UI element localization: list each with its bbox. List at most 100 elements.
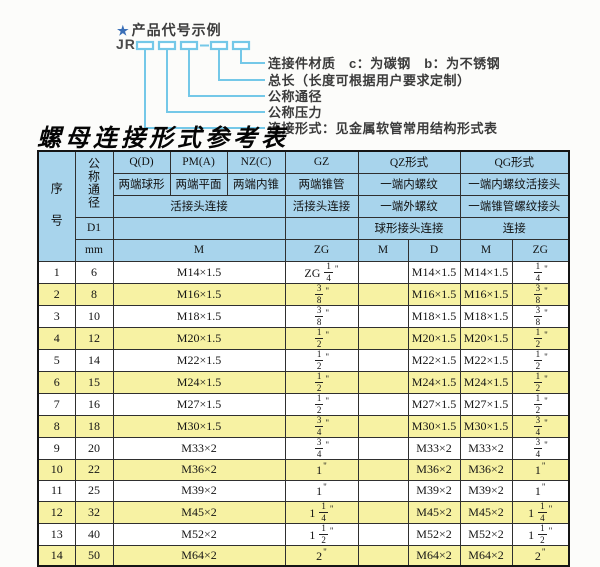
qz-m-cell bbox=[357, 282, 409, 306]
qg-m-cell: M39×2 bbox=[459, 479, 513, 502]
zg-thread-cell: 1 1 4 " bbox=[284, 500, 359, 524]
qz-d-cell: M22×1.5 bbox=[407, 348, 461, 372]
reference-table: 序号 公称通径 Q(D) PM(A) NZ(C) GZ QZ形式 QG形式 两端… bbox=[37, 150, 570, 567]
zg-thread-cell: 1 2 " bbox=[284, 348, 359, 372]
code-box bbox=[209, 40, 229, 51]
zg-thread-cell: 1" bbox=[284, 479, 359, 502]
qz-d-cell: M14×1.5 bbox=[407, 260, 461, 284]
qz-d-cell: M33×2 bbox=[407, 436, 461, 460]
diameter-cell: 15 bbox=[74, 370, 114, 394]
zg-thread-cell: 3 8 " bbox=[284, 304, 359, 328]
zg-thread-cell: ZG 1 4 " bbox=[284, 260, 359, 284]
qz-d-cell: M45×2 bbox=[407, 500, 461, 524]
qg-m-cell: M52×2 bbox=[459, 522, 513, 546]
qg-zg-cell: 1 1 2 " bbox=[511, 522, 570, 546]
diameter-cell: 8 bbox=[74, 282, 114, 306]
zg-thread-cell: 1" bbox=[284, 458, 359, 481]
qz-d-cell: M24×1.5 bbox=[407, 370, 461, 394]
product-code-diagram bbox=[135, 40, 265, 129]
qz-m-cell bbox=[357, 304, 409, 328]
table-row: 8 18 M30×1.5 3 4 " M30×1.5 M30×1.5 3 4 " bbox=[37, 414, 570, 438]
qg-zg-cell: 1 2 " bbox=[511, 370, 570, 394]
qz-m-cell bbox=[357, 500, 409, 524]
qz-d-cell: M27×1.5 bbox=[407, 392, 461, 416]
qz-m-cell bbox=[357, 479, 409, 502]
header-union-connection: 活接头连接 bbox=[112, 194, 286, 218]
diameter-cell: 22 bbox=[74, 458, 114, 481]
qg-m-cell: M33×2 bbox=[459, 436, 513, 460]
m-thread-cell: M36×2 bbox=[112, 458, 286, 481]
code-box bbox=[135, 40, 155, 51]
header-zg: ZG bbox=[284, 238, 359, 262]
serial-cell: 7 bbox=[37, 392, 76, 416]
header-qz-type: 一端内螺纹 bbox=[357, 172, 461, 196]
qz-m-cell bbox=[357, 414, 409, 438]
diagram-title-text: 产品代号示例 bbox=[131, 22, 222, 38]
qz-d-cell: M39×2 bbox=[407, 479, 461, 502]
diameter-cell: 6 bbox=[74, 260, 114, 284]
zg-thread-cell: 2" bbox=[284, 544, 359, 567]
qg-m-cell: M45×2 bbox=[459, 500, 513, 524]
serial-cell: 4 bbox=[37, 326, 76, 350]
header-qz-d: D bbox=[407, 238, 461, 262]
star-icon: ★ bbox=[117, 23, 130, 38]
qg-zg-cell: 1 4 " bbox=[511, 260, 570, 284]
header-gz-connection: 活接头连接 bbox=[284, 194, 359, 218]
table-row: 5 14 M22×1.5 1 2 " M22×1.5 M22×1.5 1 2 " bbox=[37, 348, 570, 372]
qz-m-cell bbox=[357, 348, 409, 372]
table-row: 1 6 M14×1.5 ZG 1 4 " M14×1.5 M14×1.5 1 4 " bbox=[37, 260, 570, 284]
table-row: 13 40 M52×2 1 1 2 " M52×2 M52×2 1 1 2 " bbox=[37, 522, 570, 546]
header-serial-label: 序号 bbox=[49, 181, 64, 246]
header-nominal-label: 公称通径 bbox=[86, 156, 101, 209]
serial-cell: 11 bbox=[37, 479, 76, 502]
qz-d-cell: M36×2 bbox=[407, 458, 461, 481]
header-qg-code: QG形式 bbox=[459, 150, 570, 174]
header-qg-type: 一端内螺纹活接头 bbox=[459, 172, 570, 196]
qg-zg-cell: 1 2 " bbox=[511, 348, 570, 372]
qg-zg-cell: 1 1 4 " bbox=[511, 500, 570, 524]
qz-m-cell bbox=[357, 326, 409, 350]
qg-zg-cell: 2" bbox=[511, 544, 570, 567]
diameter-cell: 16 bbox=[74, 392, 114, 416]
table-row: 9 20 M33×2 3 4 " M33×2 M33×2 3 4 " bbox=[37, 436, 570, 460]
diagram-title: ★ 产品代号示例 bbox=[117, 20, 222, 40]
diagram-label: 总长（长度可根据用户要求定制） bbox=[268, 73, 471, 88]
diameter-cell: 18 bbox=[74, 414, 114, 438]
diameter-cell: 50 bbox=[74, 544, 114, 567]
diameter-cell: 14 bbox=[74, 348, 114, 372]
serial-cell: 13 bbox=[37, 522, 76, 546]
qz-m-cell bbox=[357, 436, 409, 460]
table-title: 螺母连接形式参考表 bbox=[37, 126, 289, 152]
m-thread-cell: M20×1.5 bbox=[112, 326, 286, 350]
header-pm-code: PM(A) bbox=[169, 150, 228, 174]
qz-d-cell: M20×1.5 bbox=[407, 326, 461, 350]
m-thread-cell: M24×1.5 bbox=[112, 370, 286, 394]
qg-m-cell: M22×1.5 bbox=[459, 348, 513, 372]
qz-d-cell: M64×2 bbox=[407, 544, 461, 567]
diagram-label: 公称压力 bbox=[268, 105, 323, 120]
m-thread-cell: M27×1.5 bbox=[112, 392, 286, 416]
qz-m-cell bbox=[357, 370, 409, 394]
qz-d-cell: M30×1.5 bbox=[407, 414, 461, 438]
serial-cell: 6 bbox=[37, 370, 76, 394]
zg-thread-cell: 3 8 " bbox=[284, 282, 359, 306]
header-q-code: Q(D) bbox=[112, 150, 171, 174]
qg-zg-cell: 1" bbox=[511, 479, 570, 502]
header-qg-row3: 一端锥管螺纹接头 bbox=[459, 194, 570, 218]
table-row: 12 32 M45×2 1 1 4 " M45×2 M45×2 1 1 4 " bbox=[37, 500, 570, 524]
m-thread-cell: M16×1.5 bbox=[112, 282, 286, 306]
header-m: M bbox=[112, 238, 286, 262]
qg-zg-cell: 3 4 " bbox=[511, 414, 570, 438]
qg-zg-cell: 1" bbox=[511, 458, 570, 481]
header-qg-zg: ZG bbox=[511, 238, 570, 262]
connector-line bbox=[144, 49, 265, 129]
qg-m-cell: M14×1.5 bbox=[459, 260, 513, 284]
qg-m-cell: M16×1.5 bbox=[459, 282, 513, 306]
diagram-label: 连接形式：见金属软管常用结构形式表 bbox=[268, 121, 498, 136]
qg-m-cell: M18×1.5 bbox=[459, 304, 513, 328]
code-box bbox=[231, 40, 251, 51]
header-qg-m: M bbox=[459, 238, 513, 262]
diameter-cell: 25 bbox=[74, 479, 114, 502]
m-thread-cell: M45×2 bbox=[112, 500, 286, 524]
qg-zg-cell: 3 8 " bbox=[511, 304, 570, 328]
